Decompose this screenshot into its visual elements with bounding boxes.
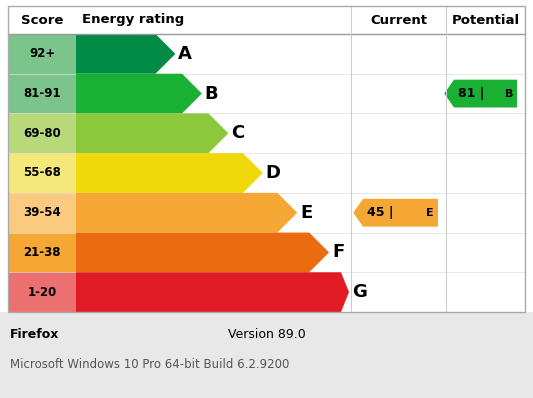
Polygon shape <box>353 199 438 226</box>
Text: Energy rating: Energy rating <box>82 14 184 27</box>
Text: Microsoft Windows 10 Pro 64-bit Build 6.2.9200: Microsoft Windows 10 Pro 64-bit Build 6.… <box>10 357 289 371</box>
Bar <box>8 6 525 312</box>
Text: 92+: 92+ <box>29 47 55 60</box>
Text: B: B <box>205 84 219 103</box>
Bar <box>351 153 446 193</box>
Bar <box>8 232 76 272</box>
Bar <box>351 113 446 153</box>
Text: Version 89.0: Version 89.0 <box>228 328 306 341</box>
Text: 69-80: 69-80 <box>23 127 61 140</box>
Polygon shape <box>76 193 297 232</box>
Text: G: G <box>352 283 367 301</box>
Text: 39-54: 39-54 <box>23 206 61 219</box>
Text: Firefox: Firefox <box>10 328 59 341</box>
Bar <box>8 113 76 153</box>
Text: 81 |: 81 | <box>458 87 484 100</box>
Bar <box>8 34 76 74</box>
Bar <box>446 113 525 153</box>
Bar <box>446 74 525 113</box>
Bar <box>446 34 525 74</box>
Polygon shape <box>76 74 202 113</box>
Bar <box>351 34 446 74</box>
Text: E: E <box>300 204 312 222</box>
Bar <box>351 232 446 272</box>
Polygon shape <box>76 34 175 74</box>
Bar <box>8 153 76 193</box>
Text: Potential: Potential <box>451 14 520 27</box>
Text: 21-38: 21-38 <box>23 246 61 259</box>
Bar <box>8 193 76 232</box>
Text: B: B <box>505 89 513 99</box>
Text: E: E <box>426 208 434 218</box>
Bar <box>8 6 525 34</box>
Text: Score: Score <box>21 14 63 27</box>
Bar <box>0 312 533 398</box>
Polygon shape <box>76 272 349 312</box>
Text: 1-20: 1-20 <box>27 286 56 298</box>
Bar <box>351 193 446 232</box>
Text: 81-91: 81-91 <box>23 87 61 100</box>
Polygon shape <box>76 153 263 193</box>
Bar <box>8 74 76 113</box>
Bar <box>446 193 525 232</box>
Text: A: A <box>179 45 192 63</box>
Text: Current: Current <box>370 14 427 27</box>
Bar <box>8 272 76 312</box>
Bar <box>446 272 525 312</box>
Text: 45 |: 45 | <box>367 206 393 219</box>
Bar <box>351 74 446 113</box>
Bar <box>446 232 525 272</box>
Polygon shape <box>76 232 329 272</box>
Text: F: F <box>332 244 344 261</box>
Bar <box>351 272 446 312</box>
Polygon shape <box>445 80 517 107</box>
Text: 55-68: 55-68 <box>23 166 61 179</box>
Bar <box>446 153 525 193</box>
Text: D: D <box>266 164 281 182</box>
Polygon shape <box>76 113 228 153</box>
Text: C: C <box>231 124 245 142</box>
